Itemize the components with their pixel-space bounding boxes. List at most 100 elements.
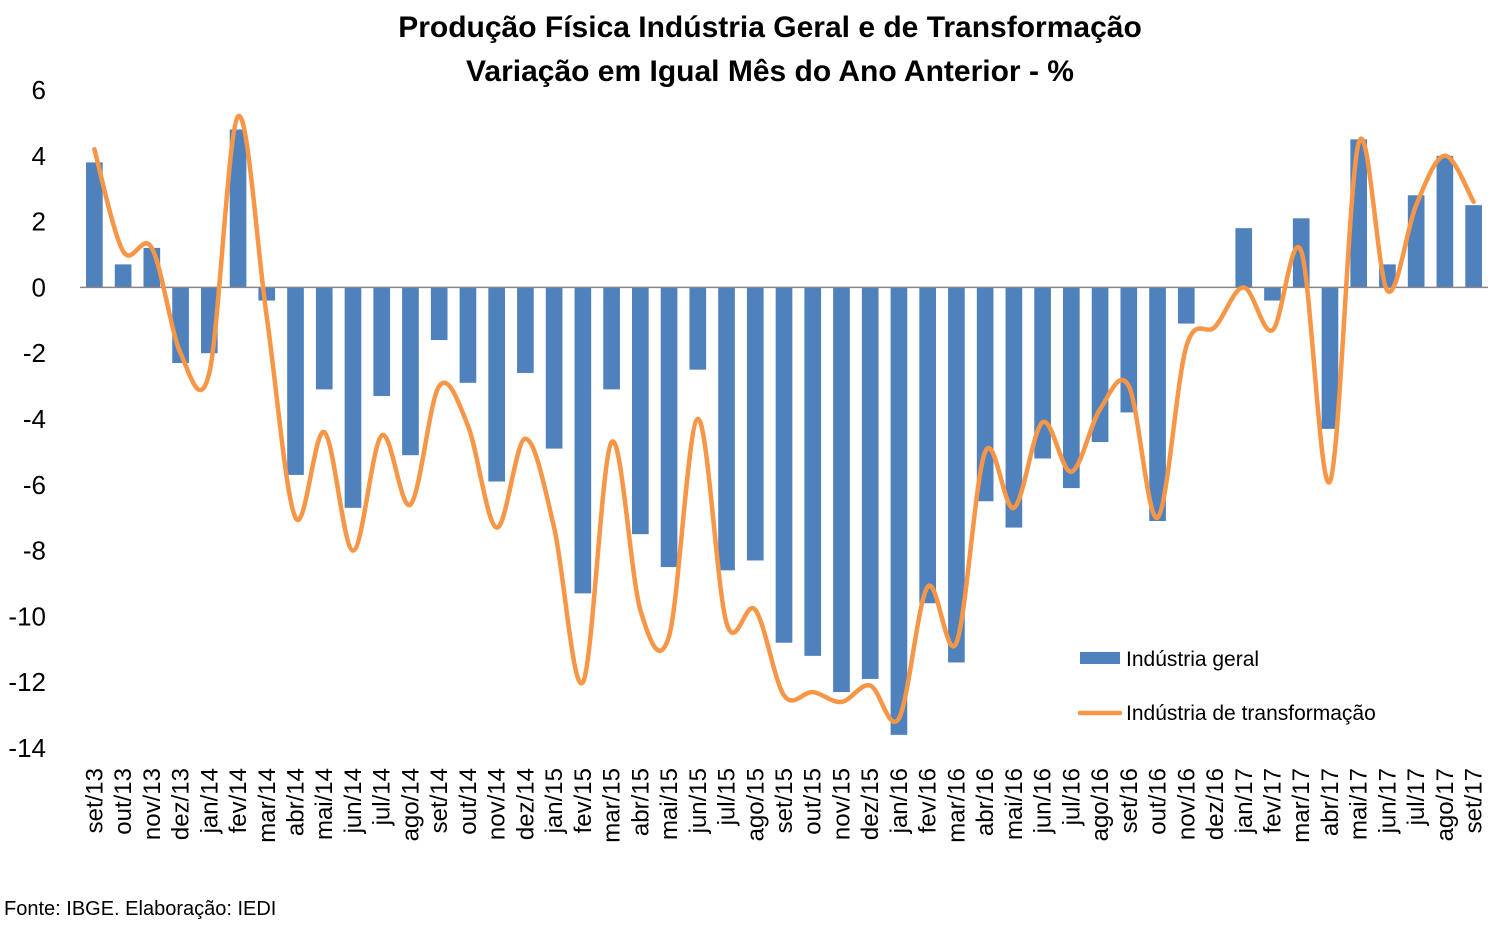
y-tick-label: -14	[8, 733, 46, 763]
y-tick-label: 2	[32, 207, 46, 237]
x-tick-label: nov/15	[828, 768, 855, 840]
x-tick-label: jan/14	[196, 768, 223, 834]
x-tick-label: fev/17	[1259, 768, 1286, 833]
bar-fev-15	[574, 287, 592, 594]
x-tick-label: set/13	[81, 768, 108, 833]
x-tick-label: jun/14	[340, 768, 367, 834]
x-tick-label: jan/16	[886, 768, 913, 834]
x-tick-label: ago/16	[1087, 768, 1114, 841]
line-series-industria-de-transformacao	[92, 114, 1476, 724]
x-tick-label: set/16	[1116, 768, 1143, 833]
x-tick-label: nov/14	[484, 768, 511, 840]
x-tick-label: nov/16	[1173, 768, 1200, 840]
bar-abr-15	[631, 287, 649, 535]
x-tick-label: abr/14	[283, 768, 310, 836]
y-tick-label: 0	[32, 272, 46, 302]
y-tick-label: -8	[23, 536, 46, 566]
bar-mar-16	[948, 287, 965, 663]
x-tick-label: fev/14	[225, 768, 252, 833]
x-tick-label: fev/16	[915, 768, 942, 833]
source-note: Fonte: IBGE. Elaboração: IEDI	[4, 898, 277, 920]
x-tick-label: dez/15	[857, 768, 884, 840]
bar-mai-15	[660, 287, 678, 568]
x-tick-label: ago/17	[1432, 768, 1459, 841]
x-tick-label: jun/17	[1374, 768, 1401, 834]
bar-out-16	[1149, 287, 1166, 521]
x-tick-label: set/17	[1461, 768, 1488, 833]
legend-label-industria-geral: Indústria geral	[1126, 648, 1259, 671]
bar-set-14	[430, 287, 448, 341]
line-industria-de-transformacao	[92, 114, 1476, 724]
bar-jan-15	[545, 287, 563, 449]
bar-jan-16	[890, 287, 908, 735]
bar-mai-16	[1005, 287, 1023, 528]
bar-dez-14	[517, 287, 534, 373]
x-tick-label: nov/13	[139, 768, 166, 840]
bar-jun-14	[344, 287, 362, 508]
x-tick-label: dez/13	[168, 768, 195, 840]
bar-nov-15	[833, 287, 850, 693]
bar-dez-15	[861, 287, 879, 679]
x-tick-label: fev/15	[570, 768, 597, 833]
bar-jun-15	[689, 287, 707, 370]
bar-jul-16	[1063, 287, 1080, 489]
x-tick-label: jan/17	[1231, 768, 1258, 834]
bar-mai-14	[315, 287, 333, 390]
bar-set-17	[1465, 205, 1482, 288]
bar-mar-15	[603, 287, 620, 390]
chart-title: Produção Física Indústria Geral e de Tra…	[0, 6, 1502, 94]
x-tick-label: dez/14	[512, 768, 539, 840]
bar-out-15	[804, 287, 822, 656]
x-tick-label: mai/17	[1346, 768, 1373, 840]
x-tick-label: jul/14	[369, 768, 396, 826]
bar-jul-14	[373, 287, 391, 396]
x-tick-label: ago/15	[742, 768, 769, 841]
bar-set-15	[775, 287, 793, 643]
y-tick-label: -4	[23, 404, 46, 434]
x-tick-label: set/15	[771, 768, 798, 833]
bar-nov-14	[488, 287, 505, 482]
x-tick-label: mai/15	[656, 768, 683, 840]
bar-ago-14	[402, 287, 419, 456]
x-tick-label: jun/15	[685, 768, 712, 834]
x-tick-label: jul/17	[1403, 768, 1430, 826]
x-tick-label: mar/14	[254, 768, 281, 843]
y-axis-ticks: 6 4 2 0 -2 -4 -6 -8 -10 -12 -14	[8, 75, 46, 763]
bar-abr-17	[1321, 287, 1339, 429]
y-tick-label: -12	[8, 667, 46, 697]
legend-swatch-bar	[1080, 652, 1120, 664]
x-tick-label: jul/15	[714, 768, 741, 826]
x-tick-label: out/14	[455, 768, 482, 835]
y-tick-label: 4	[32, 141, 46, 171]
bar-set-16	[1120, 287, 1138, 413]
x-tick-label: abr/16	[972, 768, 999, 836]
bar-abr-14	[287, 287, 304, 475]
chart-title-line1: Produção Física Indústria Geral e de Tra…	[398, 11, 1142, 44]
x-tick-label: mar/17	[1288, 768, 1315, 843]
x-tick-label: mar/15	[599, 768, 626, 843]
x-tick-label: out/16	[1145, 768, 1172, 835]
bar-mar-14	[258, 287, 276, 301]
y-tick-label: -6	[23, 470, 46, 500]
bar-jul-15	[718, 287, 735, 571]
bar-ago-17	[1436, 155, 1454, 288]
bar-fev-16	[919, 287, 937, 604]
x-tick-label: jun/16	[1030, 768, 1057, 834]
bar-nov-16	[1177, 287, 1195, 324]
y-tick-label: 6	[32, 75, 46, 105]
x-tick-label: mai/14	[311, 768, 338, 840]
legend-label-industria-de-transformacao: Indústria de transformação	[1126, 702, 1376, 725]
bar-ago-15	[746, 287, 764, 561]
x-tick-label: dez/16	[1202, 768, 1229, 840]
legend: Indústria geral Indústria de transformaç…	[1077, 648, 1376, 725]
x-tick-label: out/15	[800, 768, 827, 835]
x-tick-label: abr/17	[1317, 768, 1344, 836]
x-tick-label: abr/15	[627, 768, 654, 836]
x-tick-label: mar/16	[943, 768, 970, 843]
bar-fev-14	[229, 129, 247, 288]
x-tick-label: out/13	[110, 768, 137, 835]
x-axis-ticks: set/13 out/13 nov/13 dez/13 jan/14 fev/14 mar/…	[81, 768, 1487, 843]
y-tick-label: -2	[23, 338, 46, 368]
bar-jan-17	[1235, 228, 1253, 288]
